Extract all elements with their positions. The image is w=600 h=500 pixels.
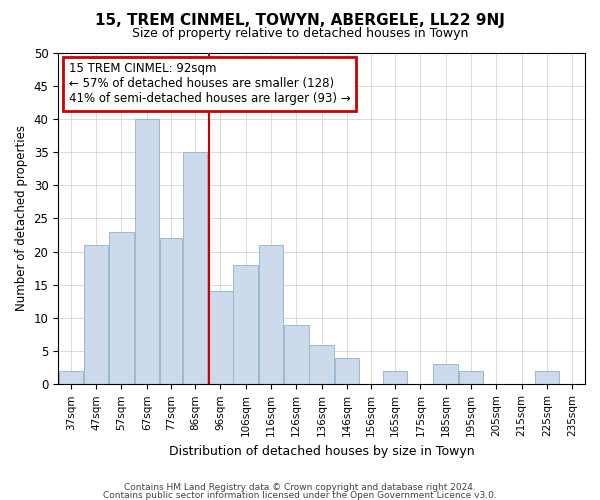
- Text: Contains public sector information licensed under the Open Government Licence v3: Contains public sector information licen…: [103, 491, 497, 500]
- Bar: [309, 344, 334, 385]
- Bar: [134, 119, 159, 384]
- Bar: [459, 371, 484, 384]
- Y-axis label: Number of detached properties: Number of detached properties: [15, 126, 28, 312]
- Bar: [109, 232, 134, 384]
- Text: 15, TREM CINMEL, TOWYN, ABERGELE, LL22 9NJ: 15, TREM CINMEL, TOWYN, ABERGELE, LL22 9…: [95, 12, 505, 28]
- Bar: [335, 358, 359, 384]
- Bar: [84, 245, 109, 384]
- Bar: [208, 292, 233, 384]
- Text: Contains HM Land Registry data © Crown copyright and database right 2024.: Contains HM Land Registry data © Crown c…: [124, 484, 476, 492]
- Bar: [284, 324, 308, 384]
- Bar: [535, 371, 559, 384]
- Bar: [383, 371, 407, 384]
- Bar: [160, 238, 182, 384]
- X-axis label: Distribution of detached houses by size in Towyn: Distribution of detached houses by size …: [169, 444, 475, 458]
- Bar: [59, 371, 83, 384]
- Bar: [182, 152, 207, 384]
- Bar: [259, 245, 283, 384]
- Bar: [433, 364, 458, 384]
- Bar: [233, 265, 258, 384]
- Text: Size of property relative to detached houses in Towyn: Size of property relative to detached ho…: [132, 28, 468, 40]
- Text: 15 TREM CINMEL: 92sqm
← 57% of detached houses are smaller (128)
41% of semi-det: 15 TREM CINMEL: 92sqm ← 57% of detached …: [68, 62, 350, 106]
